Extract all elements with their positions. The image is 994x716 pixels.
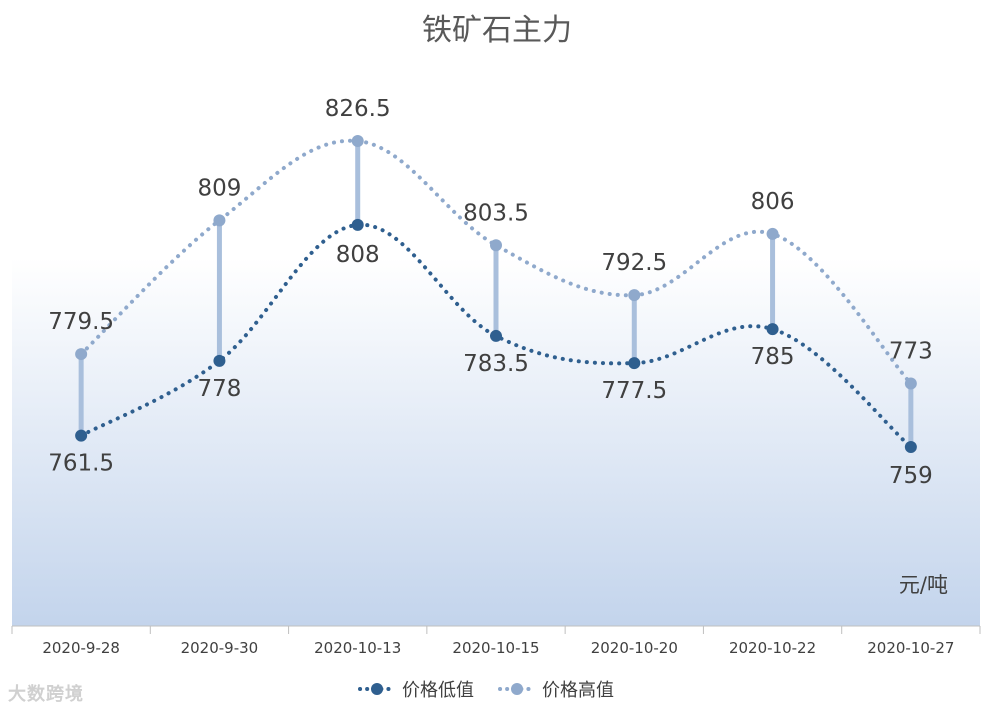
data-label-low: 761.5: [48, 451, 114, 477]
x-tick-label: 2020-9-28: [42, 639, 120, 657]
point-low: [904, 441, 917, 453]
data-label-low: 777.5: [601, 378, 667, 404]
data-label-high: 826.5: [325, 96, 391, 122]
point-low: [766, 323, 779, 336]
point-low: [351, 218, 364, 231]
legend: 价格低值 价格高值: [358, 680, 614, 701]
point-high: [75, 348, 88, 361]
unit-label: 元/吨: [899, 573, 948, 597]
data-label-low: 808: [336, 242, 380, 268]
data-label-low: 783.5: [463, 351, 529, 377]
chart-title: 铁矿石主力: [422, 13, 572, 48]
data-label-high: 806: [751, 189, 795, 215]
x-tick-label: 2020-9-30: [181, 639, 259, 657]
data-label-high: 803.5: [463, 200, 529, 226]
point-low: [75, 429, 88, 442]
legend-marker: [511, 683, 523, 695]
plot-area: [12, 60, 980, 626]
data-label-high: 792.5: [601, 250, 667, 276]
point-low: [490, 329, 502, 342]
point-high: [351, 135, 364, 147]
data-label-low: 785: [751, 344, 795, 370]
point-high: [213, 214, 226, 227]
x-axis: 2020-9-28 2020-9-30 2020-10-13 2020-10-15 20…: [11, 626, 981, 657]
data-label-low: 759: [889, 463, 933, 489]
x-tick-label: 2020-10-20: [591, 639, 678, 657]
legend-label: 价格低值: [402, 680, 474, 701]
legend-marker: [371, 683, 383, 695]
point-high: [628, 289, 641, 302]
watermark: 大数跨境: [8, 684, 84, 705]
point-high: [904, 377, 917, 390]
legend-label: 价格高值: [542, 680, 614, 701]
series-lines: [75, 135, 917, 453]
data-label-high: 773: [889, 339, 933, 365]
point-low: [628, 357, 641, 370]
x-tick-label: 2020-10-15: [452, 639, 539, 657]
x-tick-label: 2020-10-13: [314, 639, 401, 657]
data-label-high: 809: [197, 175, 241, 201]
point-high: [766, 227, 779, 240]
data-labels: 779.5 761.5 809 778 826.5 808 803.5 783.5 792.5 7…: [48, 96, 933, 489]
x-tick-label: 2020-10-22: [729, 639, 816, 657]
point-high: [490, 239, 502, 252]
x-tick-label: 2020-10-27: [867, 639, 954, 657]
high-low-lines: [78, 141, 914, 447]
data-label-high: 779.5: [48, 309, 114, 335]
data-label-low: 778: [197, 376, 241, 402]
point-low: [213, 354, 226, 367]
